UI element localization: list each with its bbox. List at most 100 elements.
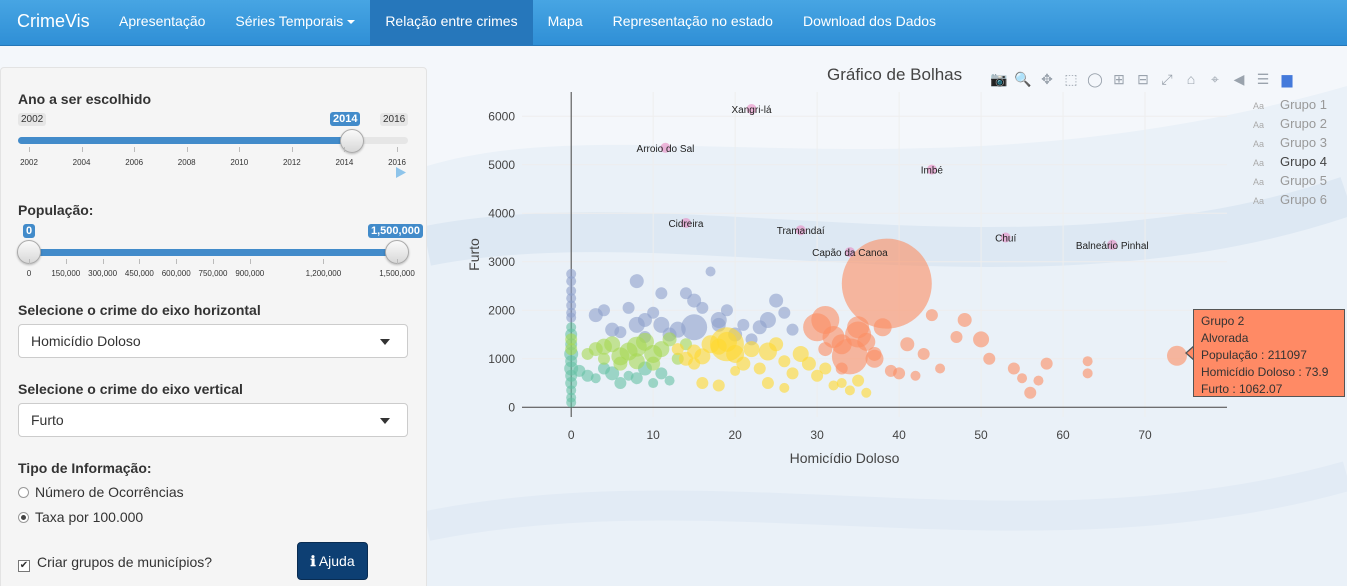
bubble-grupo-6 bbox=[687, 344, 702, 359]
y-tick-label: 0 bbox=[508, 400, 515, 414]
bubble-grupo-2 bbox=[865, 349, 884, 368]
bubble-grupo-6 bbox=[819, 362, 832, 375]
bubble-grupo-3 bbox=[566, 397, 577, 408]
hover-compare-icon[interactable]: ☰ bbox=[1256, 71, 1270, 87]
y-crime-label: Selecione o crime do eixo vertical bbox=[18, 381, 243, 397]
y-tick-label: 4000 bbox=[488, 206, 515, 220]
bubble-grupo-2 bbox=[957, 312, 972, 327]
bubble-grupo-5 bbox=[565, 343, 578, 356]
chart-title: Gráfico de Bolhas bbox=[827, 65, 963, 84]
tooltip-line: Furto : 1062.07 bbox=[1201, 382, 1283, 396]
bubble-grupo-1 bbox=[687, 293, 702, 308]
bubble-grupo-1 bbox=[778, 306, 791, 319]
nav-item-mapa[interactable]: Mapa bbox=[547, 13, 583, 29]
zoom-in-icon[interactable]: ⊞ bbox=[1113, 71, 1125, 87]
legend-item[interactable]: Aa Grupo 6 bbox=[1253, 192, 1327, 211]
nav-item-series-temporais[interactable]: Séries Temporais bbox=[220, 0, 370, 46]
nav-item-relacao-entre-crimes[interactable]: Relação entre crimes bbox=[370, 0, 533, 46]
tooltip-line: Grupo 2 bbox=[1201, 314, 1245, 328]
dropdown-arrow-icon bbox=[380, 339, 390, 345]
info-type-label: Tipo de Informação: bbox=[18, 460, 152, 476]
bubble-grupo-2 bbox=[1024, 386, 1037, 399]
zoom-out-icon[interactable]: ⊟ bbox=[1137, 71, 1149, 87]
radio-numero-ocorrencias[interactable]: Número de Ocorrências bbox=[18, 484, 184, 500]
nav-item-apresentacao[interactable]: Apresentação bbox=[119, 13, 206, 29]
help-button[interactable]: ℹ Ajuda bbox=[297, 542, 368, 580]
population-slider-label: População: bbox=[18, 202, 94, 218]
groups-checkbox[interactable]: ✔ Criar grupos de municípios? bbox=[18, 554, 212, 572]
zoom-icon[interactable]: 🔍 bbox=[1014, 71, 1032, 87]
x-tick-label: 70 bbox=[1138, 428, 1152, 442]
x-crime-select[interactable]: Homicídio Doloso bbox=[18, 324, 408, 358]
bubble-grupo-2 bbox=[950, 330, 963, 343]
bubble-grupo-2 bbox=[917, 347, 930, 360]
caret-down-icon bbox=[347, 20, 356, 24]
nav-item-download[interactable]: Download dos Dados bbox=[802, 13, 937, 29]
year-tick-mark bbox=[134, 147, 136, 152]
hover-tooltip: Grupo 2 Alvorada População : 211097 Homi… bbox=[1193, 309, 1345, 397]
bubble-grupo-2 bbox=[1017, 373, 1028, 384]
bubble-grupo-5 bbox=[597, 352, 610, 365]
box-select-icon[interactable]: ⬚ bbox=[1064, 71, 1078, 87]
population-tick-label: 0 bbox=[26, 269, 32, 278]
bubble-grupo-6 bbox=[696, 377, 709, 390]
reset-icon[interactable]: ⌂ bbox=[1186, 71, 1196, 87]
year-slider-fill bbox=[18, 137, 353, 144]
y-crime-select[interactable]: Furto bbox=[18, 403, 408, 437]
bubble-grupo-5 bbox=[565, 333, 578, 346]
checkbox-box[interactable]: ✔ bbox=[18, 560, 30, 572]
y-axis-label: Furto bbox=[466, 238, 482, 271]
background-wave bbox=[427, 86, 1347, 586]
radio-button[interactable] bbox=[18, 512, 29, 523]
bubble-chart[interactable]: 0 1000 2000 3000 4000 5000 6000 0 10 20 30 40 50 60 70… bbox=[457, 62, 1347, 468]
camera-icon[interactable]: 📷 bbox=[990, 71, 1008, 87]
bubble-grupo-4 bbox=[680, 217, 691, 228]
nav-item-representacao-estado[interactable]: Representação no estado bbox=[612, 13, 773, 29]
bubble-grupo-5 bbox=[604, 336, 621, 353]
lasso-icon[interactable]: ◯ bbox=[1087, 71, 1103, 87]
hover-closest-icon[interactable]: ◀ bbox=[1233, 71, 1245, 87]
point-label: Cidreira bbox=[668, 219, 703, 230]
bubble-grupo-2 bbox=[893, 367, 906, 380]
nav-menu: Apresentação Séries Temporais Relação en… bbox=[104, 0, 951, 46]
x-crime-label: Selecione o crime do eixo horizontal bbox=[18, 302, 261, 318]
tooltip-pointer-inner bbox=[1187, 346, 1195, 360]
radio-taxa-100000[interactable]: Taxa por 100.000 bbox=[18, 509, 143, 525]
pan-icon[interactable]: ✥ bbox=[1041, 71, 1053, 87]
bubble-grupo-2 bbox=[1082, 368, 1093, 379]
bubble-grupo-6 bbox=[671, 343, 684, 356]
spike-icon[interactable]: ⌖ bbox=[1211, 71, 1219, 87]
autoscale-icon[interactable]: ⤢ bbox=[1161, 71, 1173, 87]
bubble-grupo-6 bbox=[779, 382, 790, 393]
year-slider-handle[interactable] bbox=[340, 129, 365, 153]
legend-label: Grupo 3 bbox=[1280, 135, 1327, 150]
x-tick-label: 20 bbox=[728, 428, 742, 442]
legend-item[interactable]: Aa Grupo 1 bbox=[1253, 97, 1327, 116]
population-tick-mark bbox=[397, 259, 398, 264]
radio-button[interactable] bbox=[18, 487, 29, 498]
bubble-grupo-2 bbox=[1082, 356, 1093, 367]
tooltip-line: Alvorada bbox=[1201, 331, 1249, 345]
y-tick-label: 2000 bbox=[488, 303, 515, 317]
bubble-grupo-6 bbox=[836, 378, 847, 389]
plotly-logo-icon[interactable]: ▆ bbox=[1281, 71, 1293, 87]
year-max-label: 2016 bbox=[380, 113, 409, 126]
legend-swatch-icon: Aa bbox=[1253, 177, 1265, 187]
legend-item[interactable]: Aa Grupo 4 bbox=[1253, 154, 1327, 173]
legend-swatch-icon: Aa bbox=[1253, 158, 1265, 168]
legend-item[interactable]: Aa Grupo 2 bbox=[1253, 116, 1327, 135]
bubble-grupo-1 bbox=[720, 304, 733, 317]
population-tick-label: 750,000 bbox=[198, 269, 228, 278]
x-tick-label: 40 bbox=[892, 428, 906, 442]
year-tick-label: 2004 bbox=[72, 158, 91, 167]
legend-label: Grupo 6 bbox=[1280, 192, 1327, 207]
brand-logo[interactable]: CrimeVis bbox=[17, 11, 90, 31]
population-high-label: 1,500,000 bbox=[368, 224, 423, 238]
legend-item[interactable]: Aa Grupo 3 bbox=[1253, 135, 1327, 154]
play-animation-icon[interactable] bbox=[395, 166, 407, 179]
legend-item[interactable]: Aa Grupo 5 bbox=[1253, 173, 1327, 192]
info-icon: ℹ bbox=[310, 553, 316, 569]
year-tick-mark bbox=[291, 147, 293, 152]
population-slider-fill bbox=[29, 249, 397, 256]
bubble-grupo-1 bbox=[629, 274, 644, 289]
